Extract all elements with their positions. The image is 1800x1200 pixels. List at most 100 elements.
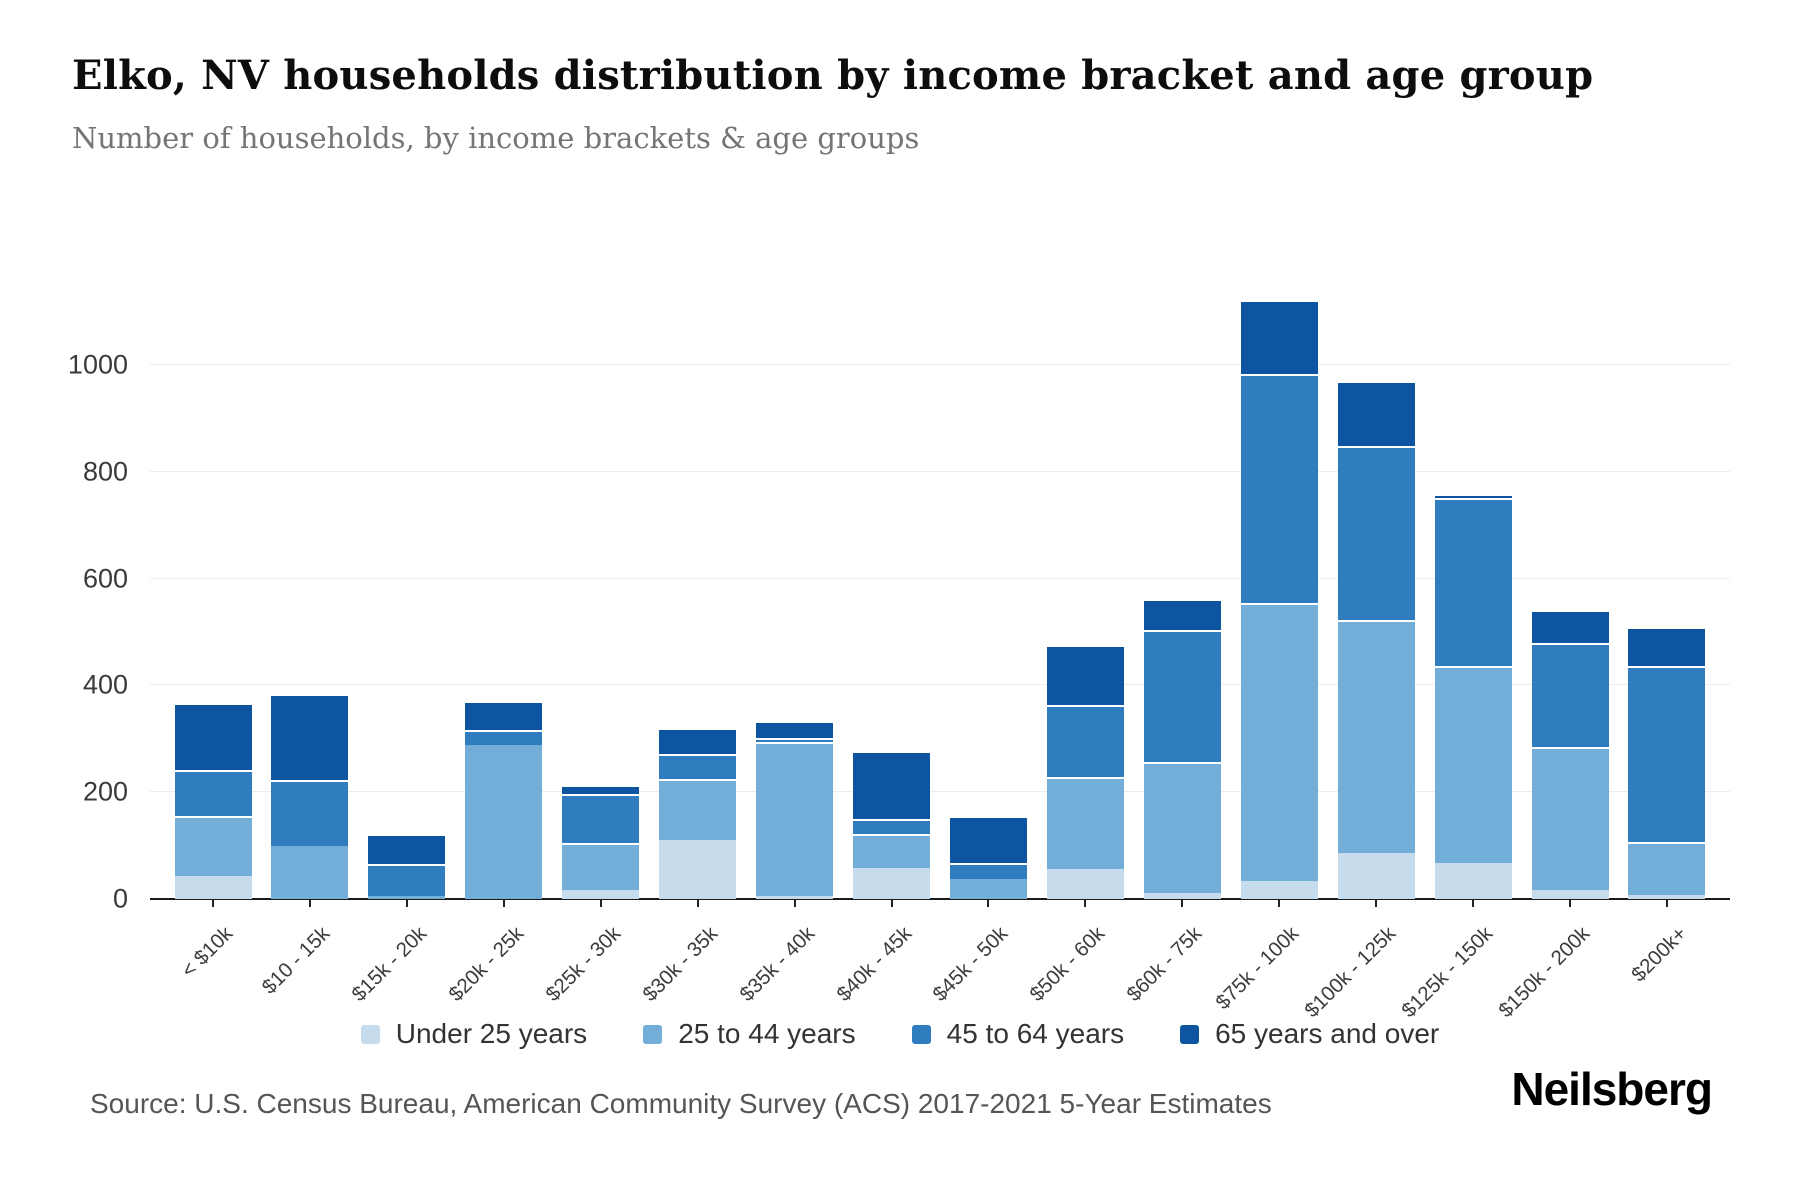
bar-segment[interactable] xyxy=(1434,493,1512,499)
bar-100k-125k[interactable] xyxy=(1337,381,1415,899)
legend-swatch xyxy=(643,1024,663,1044)
legend-swatch xyxy=(360,1024,380,1044)
bar-segment[interactable] xyxy=(1046,705,1124,777)
bar-125k-150k[interactable] xyxy=(1434,493,1512,899)
bar-segment[interactable] xyxy=(853,750,930,820)
bar-30k-35k[interactable] xyxy=(659,728,737,899)
y-tick-label: 800 xyxy=(82,456,128,487)
bar-35k-40k[interactable] xyxy=(756,720,834,899)
bar-segment[interactable] xyxy=(271,846,349,899)
bar-segment[interactable] xyxy=(756,895,834,899)
bar-75k-100k[interactable] xyxy=(1240,300,1318,899)
bar-segment[interactable] xyxy=(1531,643,1609,747)
bar-150k-200k[interactable] xyxy=(1531,610,1609,899)
bar-segment[interactable] xyxy=(271,693,349,780)
bar-segment[interactable] xyxy=(1046,644,1124,706)
bar-segment[interactable] xyxy=(368,896,446,899)
bar-15k-20k[interactable] xyxy=(368,834,446,899)
x-tick-label: $10 - 15k xyxy=(257,922,335,999)
bar-segment[interactable] xyxy=(1240,881,1318,899)
x-axis-tick xyxy=(1084,899,1087,907)
bar-segment[interactable] xyxy=(1046,869,1124,899)
bar-segment[interactable] xyxy=(853,819,930,834)
bar-segment[interactable] xyxy=(174,702,252,770)
x-tick-label: $15k - 20k xyxy=(347,922,432,1006)
bar-segment[interactable] xyxy=(368,834,446,865)
bar-segment[interactable] xyxy=(756,741,834,896)
bar-segment[interactable] xyxy=(1240,373,1318,604)
bar-segment[interactable] xyxy=(1531,889,1609,899)
bar-segment[interactable] xyxy=(949,815,1027,863)
bar-segment[interactable] xyxy=(1337,619,1415,853)
bar-segment[interactable] xyxy=(1240,603,1318,882)
page-title: Elko, NV households distribution by inco… xyxy=(72,52,1594,99)
bar-segment[interactable] xyxy=(1628,627,1706,667)
bar-segment[interactable] xyxy=(853,833,930,869)
bar-40k-45k[interactable] xyxy=(853,750,930,899)
bar-segment[interactable] xyxy=(853,868,930,899)
bar-10k[interactable] xyxy=(174,702,252,899)
bar-segment[interactable] xyxy=(562,889,640,899)
chart-header: Elko, NV households distribution by inco… xyxy=(72,52,1732,155)
bar-segment[interactable] xyxy=(1337,446,1415,620)
bar-segment[interactable] xyxy=(659,753,737,780)
bar-segment[interactable] xyxy=(756,720,834,739)
bar-segment[interactable] xyxy=(1337,852,1415,899)
bar-segment[interactable] xyxy=(1628,894,1706,899)
bar-segment[interactable] xyxy=(756,738,834,742)
bar-segment[interactable] xyxy=(659,779,737,840)
legend: Under 25 years 25 to 44 years 45 to 64 yea… xyxy=(0,1018,1800,1050)
bar-segment[interactable] xyxy=(562,842,640,890)
bar-segment[interactable] xyxy=(174,816,252,877)
bar-segment[interactable] xyxy=(949,862,1027,879)
x-axis-line xyxy=(150,898,1730,900)
legend-item-45-to-64-years[interactable]: 45 to 64 years xyxy=(911,1018,1124,1050)
x-axis-tick xyxy=(987,899,990,907)
page-subtitle: Number of households, by income brackets… xyxy=(72,121,920,155)
x-axis-tick xyxy=(599,899,602,907)
bar-segment[interactable] xyxy=(1143,630,1221,762)
bar-segment[interactable] xyxy=(368,864,446,897)
bar-segment[interactable] xyxy=(659,839,737,899)
bar-segment[interactable] xyxy=(174,876,252,899)
legend-swatch xyxy=(911,1024,931,1044)
legend-item-under-25-years[interactable]: Under 25 years xyxy=(360,1018,587,1050)
bar-segment[interactable] xyxy=(1628,666,1706,843)
legend-label: 65 years and over xyxy=(1215,1018,1440,1049)
bar-segment[interactable] xyxy=(1143,761,1221,894)
y-axis: 0 200 400 600 800 1000 xyxy=(0,258,138,913)
bar-segment[interactable] xyxy=(1240,300,1318,374)
bar-segment[interactable] xyxy=(1143,598,1221,631)
bar-segment[interactable] xyxy=(465,701,543,731)
legend-item-25-to-44-years[interactable]: 25 to 44 years xyxy=(643,1018,856,1050)
bar-segment[interactable] xyxy=(1531,746,1609,890)
bar-segment[interactable] xyxy=(1434,498,1512,667)
bar-segment[interactable] xyxy=(1628,842,1706,895)
y-tick-label: 400 xyxy=(82,669,128,700)
x-axis-tick xyxy=(1472,899,1475,907)
bar-60k-75k[interactable] xyxy=(1143,598,1221,899)
bar-20k-25k[interactable] xyxy=(465,701,543,899)
bar-segment[interactable] xyxy=(1434,666,1512,863)
bar-10-15k[interactable] xyxy=(271,693,349,899)
bar-segment[interactable] xyxy=(1337,381,1415,447)
bar-segment[interactable] xyxy=(949,878,1027,899)
bar-segment[interactable] xyxy=(271,779,349,847)
bar-segment[interactable] xyxy=(562,785,640,795)
bar-segment[interactable] xyxy=(1046,776,1124,870)
x-axis-tick xyxy=(1569,899,1572,907)
bar-45k-50k[interactable] xyxy=(949,815,1027,899)
bar-segment[interactable] xyxy=(465,744,543,899)
bar-segment[interactable] xyxy=(465,730,543,745)
bar-segment[interactable] xyxy=(174,769,252,817)
x-axis-tick xyxy=(212,899,214,907)
bar-segment[interactable] xyxy=(562,794,640,843)
bar-25k-30k[interactable] xyxy=(562,785,640,899)
legend-item-65-years-and-over[interactable]: 65 years and over xyxy=(1180,1018,1439,1050)
bar-segment[interactable] xyxy=(1143,893,1221,899)
bar-segment[interactable] xyxy=(659,728,737,754)
bar-segment[interactable] xyxy=(1531,610,1609,644)
bar-50k-60k[interactable] xyxy=(1046,644,1124,899)
bar-200k[interactable] xyxy=(1628,627,1706,899)
bar-segment[interactable] xyxy=(1434,862,1512,899)
